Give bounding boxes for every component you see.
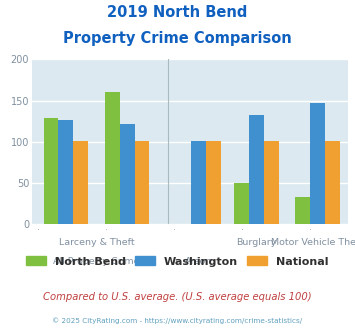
Text: Arson: Arson	[185, 257, 212, 266]
Bar	[234, 183, 249, 224]
Bar	[59, 120, 73, 224]
Text: Motor Vehicle Theft: Motor Vehicle Theft	[271, 238, 355, 247]
Legend: North Bend, Washington, National: North Bend, Washington, National	[27, 256, 328, 267]
Text: Compared to U.S. average. (U.S. average equals 100): Compared to U.S. average. (U.S. average …	[43, 292, 312, 302]
Bar	[120, 124, 135, 224]
Bar	[105, 91, 120, 224]
Bar	[325, 141, 340, 224]
Bar	[191, 141, 206, 224]
Text: Burglary: Burglary	[236, 238, 276, 247]
Text: Property Crime Comparison: Property Crime Comparison	[63, 31, 292, 46]
Text: Larceny & Theft: Larceny & Theft	[59, 238, 134, 247]
Text: 2019 North Bend: 2019 North Bend	[107, 5, 248, 20]
Bar	[73, 141, 88, 224]
Text: All Property Crime: All Property Crime	[53, 257, 140, 266]
Bar	[295, 197, 310, 224]
Bar	[44, 118, 59, 224]
Bar	[249, 115, 264, 224]
Bar	[206, 141, 221, 224]
Text: © 2025 CityRating.com - https://www.cityrating.com/crime-statistics/: © 2025 CityRating.com - https://www.city…	[53, 317, 302, 324]
Bar	[310, 103, 325, 224]
Bar	[264, 141, 279, 224]
Bar	[135, 141, 149, 224]
